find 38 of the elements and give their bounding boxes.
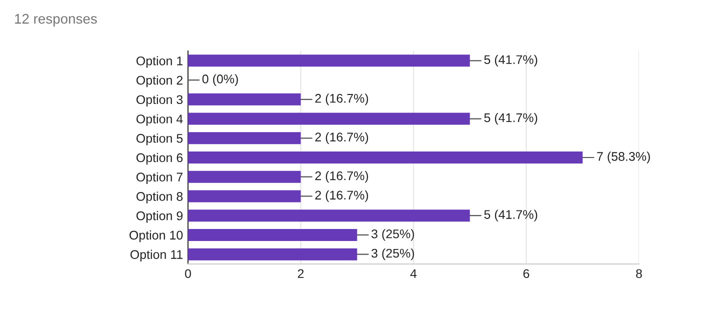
bar	[188, 170, 301, 183]
data-label: 2 (16.7%)	[315, 190, 368, 202]
text: 12 responses	[15, 14, 97, 26]
data-label: 7 (58.3%)	[597, 152, 650, 164]
y-tick-label: Option 7	[136, 172, 183, 184]
data-label: 5 (41.7%)	[484, 112, 538, 125]
y-tick-label: Option 1	[136, 56, 183, 68]
data-label: 3 (25%)	[371, 229, 414, 241]
bar	[188, 228, 358, 241]
bar	[188, 190, 301, 202]
y-tick-label: Option 8	[136, 192, 183, 204]
y-tick-label: Option 5	[136, 134, 183, 146]
x-tick-label: 4	[410, 269, 417, 278]
data-label: 5 (41.7%)	[484, 210, 538, 222]
y-tick-label: Option 6	[136, 152, 183, 165]
bar	[188, 248, 358, 260]
bar	[188, 210, 470, 222]
y-tick-label: Option 2	[136, 76, 183, 88]
data-label: 2 (16.7%)	[315, 132, 368, 144]
y-tick-label: Option 4	[136, 114, 183, 126]
y-tick-label: Option 10	[130, 230, 183, 242]
bar	[188, 151, 583, 164]
data-label: 2 (16.7%)	[315, 171, 368, 183]
y-tick-label: Option 3	[136, 94, 183, 107]
x-tick-label: 0	[185, 269, 191, 278]
bar	[188, 93, 301, 106]
y-tick-label: Option 9	[136, 211, 183, 223]
data-label: 0 (0%)	[202, 74, 238, 86]
x-tick-label: 6	[523, 269, 530, 278]
data-label: 3 (25%)	[371, 248, 414, 260]
bar	[188, 54, 470, 67]
data-label: 2 (16.7%)	[315, 94, 368, 106]
bar	[188, 132, 301, 144]
x-tick-label: 2	[298, 269, 304, 278]
data-label: 5 (41.7%)	[484, 54, 538, 66]
x-tick-label: 8	[636, 269, 642, 278]
y-tick-label: Option 11	[130, 250, 183, 262]
bar	[188, 112, 470, 125]
